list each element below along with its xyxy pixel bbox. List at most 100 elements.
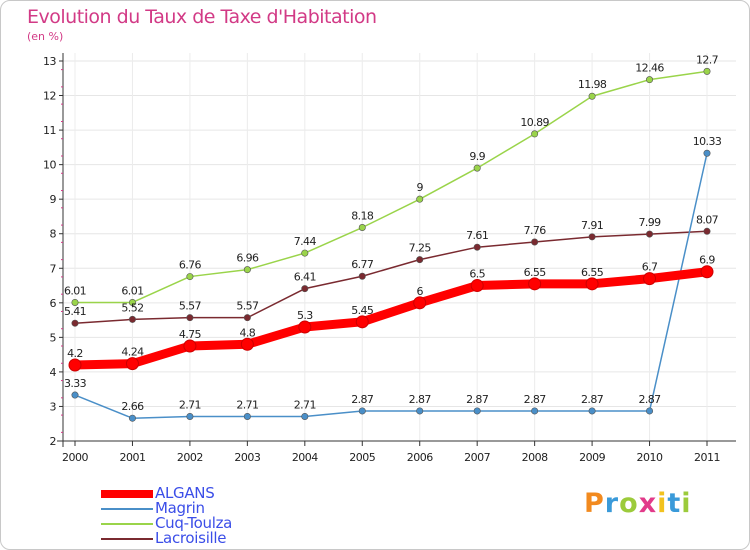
data-label-algans: 6.5 (469, 268, 485, 281)
data-point-cuq-toulza (473, 164, 481, 172)
data-point-lacroisille (588, 233, 596, 241)
data-label-magrin: 2.71 (179, 398, 201, 411)
y-tick-label: 3 (50, 400, 57, 413)
logo-letter: i (681, 488, 692, 519)
data-point-cuq-toulza (416, 195, 424, 203)
data-point-algans (240, 337, 254, 351)
x-tick-label: 2003 (234, 451, 260, 464)
data-label-cuq-toulza: 10.89 (520, 116, 549, 129)
logo-letter: i (657, 488, 668, 519)
legend-swatch-lacroisille (101, 538, 153, 540)
data-label-lacroisille: 7.61 (466, 229, 488, 242)
data-point-lacroisille (473, 243, 481, 251)
data-point-cuq-toulza (243, 266, 251, 274)
data-point-cuq-toulza (588, 92, 596, 100)
chart-title: Evolution du Taux de Taxe d'Habitation (27, 6, 377, 28)
legend-label-magrin: Magrin (155, 499, 205, 517)
data-point-magrin (128, 414, 136, 422)
data-point-magrin (646, 407, 654, 415)
data-point-algans (700, 265, 714, 279)
data-label-algans: 6.55 (524, 266, 547, 279)
logo-letter: P (584, 488, 605, 519)
data-label-magrin: 3.33 (64, 377, 87, 390)
data-label-magrin: 2.87 (524, 393, 547, 406)
data-label-magrin: 10.33 (693, 135, 722, 148)
data-label-magrin: 2.71 (236, 398, 258, 411)
data-point-algans (643, 272, 657, 286)
data-point-magrin (301, 412, 309, 420)
data-point-algans (125, 357, 139, 371)
y-tick-label: 13 (43, 55, 56, 68)
x-tick-label: 2004 (292, 451, 318, 464)
data-point-magrin (358, 407, 366, 415)
data-point-lacroisille (646, 230, 654, 238)
data-label-lacroisille: 5.57 (236, 300, 259, 313)
data-label-lacroisille: 5.41 (64, 305, 86, 318)
data-point-algans (528, 277, 542, 291)
x-tick-label: 2010 (637, 451, 663, 464)
data-point-lacroisille (243, 314, 251, 322)
data-point-cuq-toulza (646, 76, 654, 84)
data-label-cuq-toulza: 9.9 (469, 150, 485, 163)
data-label-algans: 5.3 (297, 309, 313, 322)
logo-letter: o (619, 488, 639, 519)
data-point-magrin (71, 391, 79, 399)
data-label-algans: 4.8 (240, 326, 256, 339)
data-point-magrin (703, 149, 711, 157)
legend-label-lacroisille: Lacroisille (155, 529, 227, 547)
data-label-lacroisille: 5.52 (121, 301, 143, 314)
y-tick-label: 2 (50, 435, 57, 448)
data-point-magrin (243, 412, 251, 420)
y-tick-label: 4 (50, 366, 57, 379)
data-point-magrin (588, 407, 596, 415)
y-tick-label: 6 (50, 297, 57, 310)
data-label-cuq-toulza: 6.76 (179, 259, 202, 272)
data-label-lacroisille: 6.77 (351, 258, 374, 271)
data-point-magrin (531, 407, 539, 415)
data-point-lacroisille (703, 227, 711, 235)
data-label-magrin: 2.87 (581, 393, 604, 406)
data-label-cuq-toulza: 8.18 (351, 210, 374, 223)
data-label-cuq-toulza: 6.01 (64, 284, 86, 297)
data-point-algans (413, 296, 427, 310)
data-point-algans (470, 279, 484, 293)
x-tick-label: 2006 (407, 451, 433, 464)
y-axis-unit: (en %) (27, 30, 64, 43)
x-tick-label: 2007 (464, 451, 490, 464)
data-label-cuq-toulza: 11.98 (578, 78, 607, 91)
data-point-lacroisille (301, 285, 309, 293)
data-point-cuq-toulza (358, 224, 366, 232)
data-label-algans: 6.55 (581, 266, 604, 279)
data-label-algans: 6.7 (642, 261, 658, 274)
series-line-algans (70, 267, 712, 370)
data-label-lacroisille: 7.91 (581, 219, 603, 232)
data-point-lacroisille (416, 256, 424, 264)
data-point-magrin (416, 407, 424, 415)
data-point-cuq-toulza (71, 298, 79, 306)
logo-letter: x (638, 488, 658, 519)
x-tick-label: 2008 (522, 451, 548, 464)
y-tick-label: 12 (43, 90, 56, 103)
data-label-magrin: 2.87 (409, 393, 432, 406)
x-tick-label: 2009 (579, 451, 605, 464)
data-label-magrin: 2.87 (466, 393, 489, 406)
data-label-algans: 6.9 (699, 254, 715, 267)
data-label-magrin: 2.87 (638, 393, 661, 406)
data-label-lacroisille: 6.41 (294, 271, 316, 284)
data-label-lacroisille: 7.76 (524, 224, 547, 237)
data-label-cuq-toulza: 12.7 (696, 53, 719, 66)
series-line-lacroisille (74, 230, 708, 324)
legend-swatch-magrin (101, 508, 153, 510)
x-tick-label: 2011 (694, 451, 720, 464)
data-point-algans (355, 315, 369, 329)
data-label-algans: 6 (417, 285, 424, 298)
data-label-algans: 5.45 (351, 304, 374, 317)
data-point-algans (68, 358, 82, 372)
data-label-algans: 4.24 (121, 346, 144, 359)
data-point-algans (585, 277, 599, 291)
y-tick-label: 9 (50, 193, 57, 206)
data-label-cuq-toulza: 6.96 (236, 252, 259, 265)
data-label-algans: 4.75 (179, 328, 202, 341)
